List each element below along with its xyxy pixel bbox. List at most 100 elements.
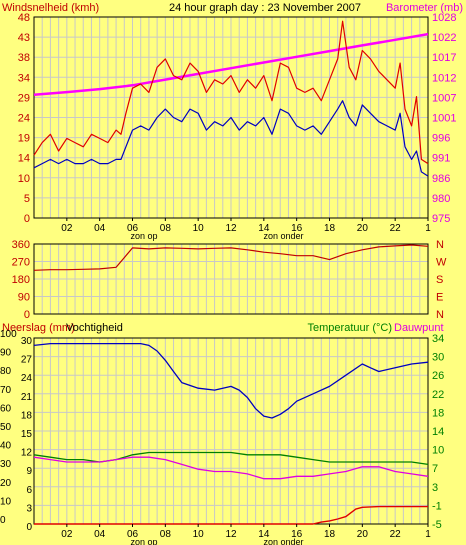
x-tick-label: 20 <box>357 223 369 234</box>
x-tick-label: 06 <box>127 223 139 234</box>
left-tick-label: 5 <box>24 193 30 205</box>
humidity-tick-label: 90 <box>0 348 12 359</box>
right-tick-label: 1028 <box>432 12 456 24</box>
right-tick-label: 22 <box>432 389 444 401</box>
rain-tick-label: 24 <box>21 373 33 384</box>
humidity-axis-title: Vochtigheid <box>66 322 123 334</box>
right-tick-label: -5 <box>432 519 442 531</box>
x-tick-label: 04 <box>94 223 106 234</box>
x-tick-label: 14 <box>258 529 270 540</box>
right-tick-label: 980 <box>432 193 450 205</box>
x-tick-label: 10 <box>193 223 205 234</box>
rain-tick-label: 21 <box>21 392 33 403</box>
direction-frame <box>33 243 429 315</box>
rain-line <box>34 505 428 525</box>
x-tick-label: 04 <box>94 529 106 540</box>
rain-tick-label: 15 <box>21 429 33 440</box>
sun-label: zon onder <box>264 231 304 241</box>
left-tick-label: 19 <box>18 133 30 145</box>
right-tick-label: 14 <box>432 426 444 438</box>
sun-label: zon op <box>130 231 157 241</box>
x-tick-label: 1 <box>425 223 431 234</box>
humidity-tick-label: 80 <box>0 366 12 377</box>
right-tick-label: 30 <box>432 352 444 364</box>
humidity-tick-label: 60 <box>0 403 12 414</box>
x-tick-label: 18 <box>324 529 336 540</box>
left-tick-label: 360 <box>12 239 30 251</box>
chart-title: 24 hour graph day : 23 November 2007 <box>169 2 361 14</box>
rain-tick-label: 30 <box>21 336 33 347</box>
right-tick-label: 996 <box>432 133 450 145</box>
left-tick-label: 43 <box>18 32 30 44</box>
wind-barometer-panel: 0 5 10 14 19 24 29 34 38 43 48 975 980 986 991 996 1001 1… <box>18 12 457 241</box>
left-tick-label: 0 <box>24 309 30 321</box>
wind-direction-line <box>33 244 429 271</box>
x-tick-label: 22 <box>390 223 402 234</box>
x-tick-label: 02 <box>61 529 73 540</box>
rain-tick-label: 6 <box>26 485 32 496</box>
rain-tick-label: 12 <box>21 448 33 459</box>
compass-tick-label: N <box>436 239 444 251</box>
right-tick-label: 1001 <box>432 113 456 125</box>
humidity-tick-label: 50 <box>0 422 12 433</box>
x-tick-label: 16 <box>291 223 303 234</box>
right-tick-label: 18 <box>432 407 444 419</box>
rain-axis-title: Neerslag (mm) <box>2 322 75 334</box>
x-tick-label: 14 <box>258 223 270 234</box>
humidity-temperature-panel: 0102030405060708090100036912151821242730… <box>0 329 444 545</box>
right-tick-label: 26 <box>432 370 444 382</box>
dewpoint-line <box>33 456 429 480</box>
left-tick-label: 38 <box>18 52 30 64</box>
compass-tick-label: N <box>436 309 444 321</box>
dewpoint-axis-title: Dauwpunt <box>394 322 444 334</box>
wind-axis-title: Windsnelheid (kmh) <box>2 2 99 14</box>
humidity-tick-label: 20 <box>0 478 12 489</box>
humidity-line <box>33 342 429 419</box>
right-tick-label: 1022 <box>432 32 456 44</box>
left-tick-label: 270 <box>12 257 30 269</box>
left-tick-label: 14 <box>18 153 30 165</box>
left-tick-label: 10 <box>18 173 30 185</box>
right-tick-label: 1017 <box>432 52 456 64</box>
x-tick-label: 12 <box>225 223 237 234</box>
left-tick-label: 24 <box>18 113 30 125</box>
x-tick-label: 02 <box>61 223 73 234</box>
wind-gust-line <box>33 20 429 165</box>
rain-tick-label: 18 <box>21 410 33 421</box>
x-tick-label: 16 <box>291 529 303 540</box>
left-tick-label: 48 <box>18 12 30 24</box>
compass-tick-label: W <box>436 257 447 269</box>
humidity-tick-label: 40 <box>0 441 12 452</box>
temperature-axis-title: Temperatuur (°C) <box>308 322 392 334</box>
right-tick-label: 7 <box>432 463 438 475</box>
barometer-line <box>33 32 429 96</box>
wind-average-line <box>33 100 429 177</box>
right-tick-label: -1 <box>432 500 442 512</box>
x-tick-label: 08 <box>160 223 172 234</box>
barometer-axis-title: Barometer (mb) <box>386 2 463 14</box>
rain-tick-label: 9 <box>26 466 32 477</box>
right-tick-label: 10 <box>432 445 444 457</box>
rain-tick-label: 3 <box>26 503 32 514</box>
right-tick-label: 34 <box>432 333 444 345</box>
sun-label: zon op <box>130 537 157 545</box>
x-tick-label: 10 <box>193 529 205 540</box>
rain-tick-label: 27 <box>21 355 33 366</box>
humidity-tick-label: 100 <box>0 329 17 340</box>
left-tick-label: 0 <box>24 213 30 225</box>
humidity-tick-label: 30 <box>0 459 12 470</box>
humidity-tick-label: 0 <box>0 515 6 526</box>
compass-tick-label: E <box>436 292 443 304</box>
right-tick-label: 1012 <box>432 72 456 84</box>
right-tick-label: 986 <box>432 173 450 185</box>
right-tick-label: 991 <box>432 153 450 165</box>
left-tick-label: 34 <box>18 72 30 84</box>
compass-tick-label: S <box>436 274 443 286</box>
right-tick-label: 975 <box>432 213 450 225</box>
humidity-tick-label: 70 <box>0 385 12 396</box>
x-tick-label: 20 <box>357 529 369 540</box>
left-tick-label: 90 <box>18 292 30 304</box>
x-tick-label: 18 <box>324 223 336 234</box>
